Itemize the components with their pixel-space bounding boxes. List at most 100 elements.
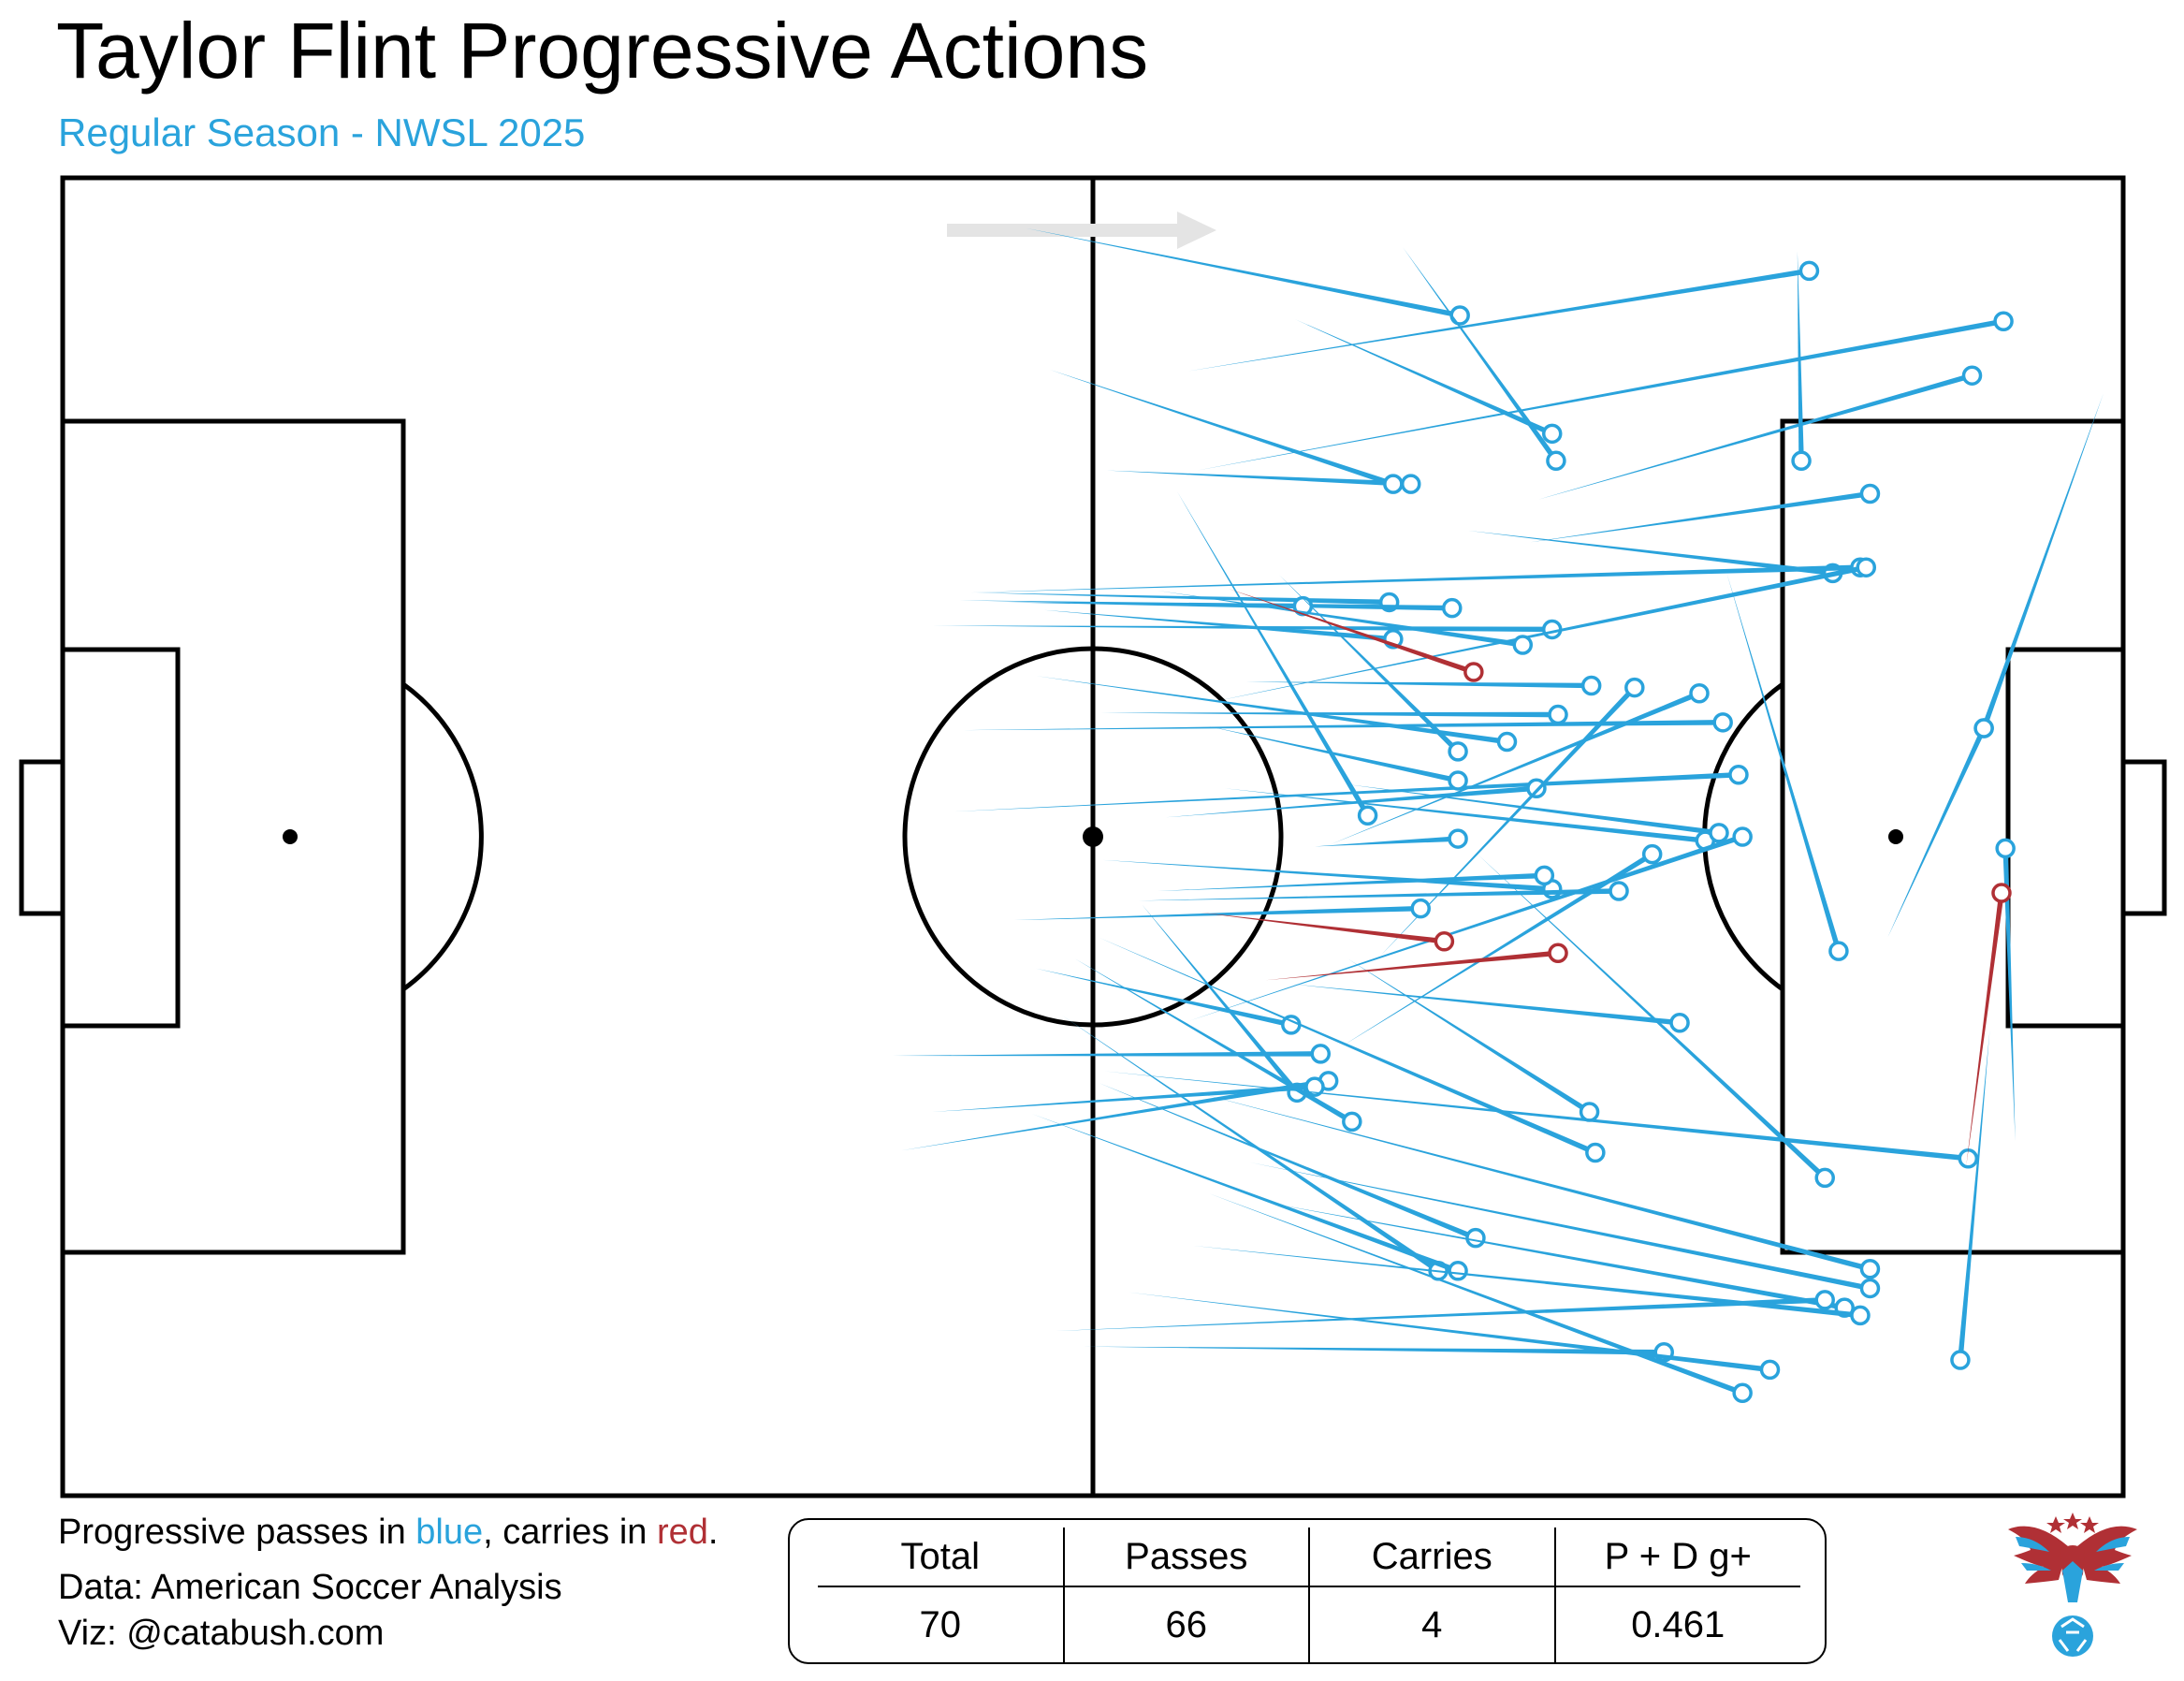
- carry-line: [1966, 892, 2004, 1166]
- pass-end-marker: [1689, 683, 1710, 704]
- pass-line: [968, 564, 1861, 593]
- pass-line: [1165, 785, 1537, 818]
- pass-end-marker: [1850, 1305, 1871, 1326]
- pass-end-marker: [1410, 898, 1431, 919]
- pass-26: [1036, 676, 1518, 753]
- pass-43: [1347, 958, 1600, 1122]
- pass-42: [1099, 937, 1606, 1163]
- pass-33: [1165, 778, 1547, 818]
- carry-end-marker: [1434, 931, 1455, 952]
- direction-arrow-icon: [947, 212, 1216, 249]
- pass-line: [1061, 1015, 1440, 1274]
- pass-end-marker: [1669, 1013, 1690, 1033]
- pass-end-marker: [1993, 311, 2014, 331]
- pass-line: [1726, 573, 1842, 952]
- pass-line: [1249, 1162, 1871, 1292]
- pass-line: [1043, 609, 1394, 642]
- pass-end-marker: [1496, 731, 1518, 753]
- pass-end-marker: [1958, 1147, 1979, 1169]
- pass-end-marker: [1579, 1102, 1600, 1122]
- center-circle: [902, 646, 1284, 1028]
- pass-end-marker: [1448, 770, 1468, 791]
- pass-62: [1887, 718, 1994, 938]
- carry-2: [1199, 912, 1455, 952]
- pass-end-marker: [1950, 1350, 1971, 1370]
- pass-50: [1031, 1114, 1468, 1281]
- pass-line: [1330, 691, 1701, 845]
- pass-line: [1177, 491, 1371, 817]
- left-penalty-spot: [283, 829, 298, 844]
- pass-end-marker: [1310, 1044, 1332, 1064]
- pass-line: [893, 1051, 1321, 1057]
- pass-line: [1158, 872, 1545, 891]
- pass-line: [1031, 1114, 1460, 1274]
- pass-line: [1014, 905, 1421, 921]
- right-goal: [2120, 759, 2167, 916]
- viz-credit: Viz: @catabush.com: [58, 1614, 385, 1653]
- pass-65: [1158, 865, 1555, 891]
- pass-24: [1279, 575, 1468, 762]
- data-credit: Data: American Soccer Analysis: [58, 1568, 562, 1607]
- pass-25: [1726, 573, 1849, 961]
- pass-line: [1197, 1092, 1871, 1272]
- pass-end-marker: [1814, 1167, 1835, 1189]
- pass-2: [1295, 319, 1563, 445]
- pass-23: [1158, 591, 1534, 655]
- pass-line: [1981, 392, 2104, 729]
- pass-64: [1950, 1031, 1990, 1370]
- left-penalty-area: [60, 418, 406, 1255]
- pass-line: [1797, 251, 1804, 461]
- pass-end-marker: [1512, 635, 1534, 655]
- pass-end-marker: [1859, 1258, 1881, 1279]
- legend-blue-word: blue: [415, 1513, 484, 1552]
- pass-line: [1216, 564, 1867, 702]
- pass-36: [1379, 677, 1645, 957]
- pass-line: [1538, 373, 1973, 500]
- carry-4: [1966, 883, 2012, 1166]
- pass-37: [1188, 826, 1753, 1021]
- pass-4: [1403, 247, 1566, 472]
- pass-end-marker: [1859, 1278, 1881, 1299]
- pass-61: [1973, 392, 2104, 738]
- page-title: Taylor Flint Progressive Actions: [56, 7, 1149, 95]
- pass-16: [968, 557, 1871, 593]
- stats-header-total: Total: [818, 1528, 1064, 1587]
- pass-line: [1075, 958, 1354, 1124]
- pass-line: [1958, 1031, 1990, 1361]
- pass-end-marker: [1709, 823, 1729, 843]
- right-goal-area: [2005, 647, 2126, 1029]
- pass-line: [1036, 676, 1507, 745]
- pass-end-marker: [1580, 675, 1602, 696]
- stats-header-carries: Carries: [1308, 1528, 1555, 1587]
- pass-line: [1467, 530, 1833, 577]
- pass-end-marker: [1995, 838, 2016, 859]
- stats-header-passes: Passes: [1062, 1528, 1309, 1587]
- pass-line: [1104, 1071, 1969, 1162]
- pass-48: [932, 1076, 1325, 1113]
- legend-mid: , carries in: [483, 1513, 657, 1552]
- pass-line: [1185, 268, 1810, 373]
- stats-value-passes: 66: [1062, 1586, 1309, 1662]
- pass-line: [1530, 490, 1871, 543]
- pass-63: [1995, 838, 2016, 1142]
- page-subtitle: Regular Season - NWSL 2025: [58, 110, 586, 154]
- pass-line: [1224, 788, 1706, 843]
- pass-line: [1102, 859, 1552, 892]
- pass-21: [1100, 704, 1568, 725]
- pass-line: [932, 1084, 1316, 1113]
- pass-end-marker: [1465, 1227, 1486, 1249]
- stats-value-row: 70 66 4 0.461: [818, 1586, 1800, 1662]
- pass-54: [1249, 1162, 1881, 1299]
- pass-line: [1478, 854, 1827, 1180]
- pass-end-marker: [1712, 712, 1733, 733]
- pass-55: [1192, 1245, 1871, 1326]
- pass-end-marker: [1728, 764, 1749, 785]
- pass-line: [1279, 575, 1461, 753]
- pass-end-marker: [1534, 865, 1555, 886]
- pass-5: [1106, 470, 1421, 494]
- pass-line: [1295, 319, 1553, 436]
- stats-header-row: Total Passes Carries P + D g+: [818, 1528, 1800, 1587]
- carry-3: [1265, 943, 1568, 981]
- pass-end-marker: [1541, 619, 1563, 640]
